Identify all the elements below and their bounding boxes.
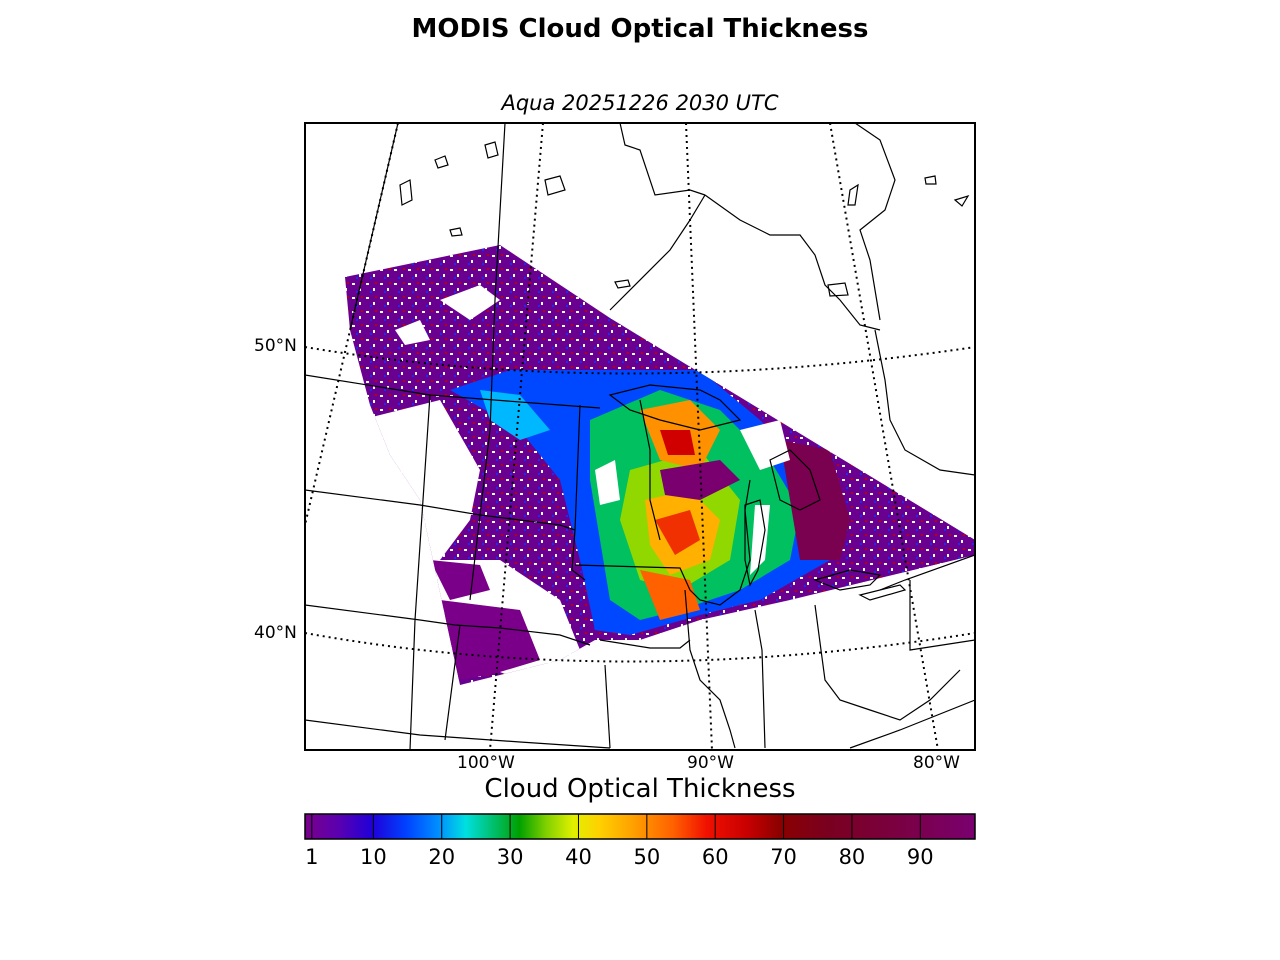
colorbar-gradient [304, 813, 976, 840]
lon-label-80w: 80°W [913, 753, 960, 773]
colorbar-tick-label: 60 [701, 845, 729, 869]
colorbar-tick-label: 10 [359, 845, 387, 869]
colorbar-tick-label: 40 [565, 845, 592, 869]
colorbar-tick-marks [311, 814, 921, 839]
map-linework [305, 123, 975, 750]
chart-subtitle: Aqua 20251226 2030 UTC [501, 91, 779, 115]
colorbar-tick-label: 80 [838, 845, 866, 869]
map-frame [304, 122, 976, 751]
colorbar [304, 813, 976, 840]
graticule [305, 123, 975, 750]
colorbar-tick-label: 1 [305, 845, 319, 869]
colorbar-tick-label: 50 [633, 845, 661, 869]
colorbar-tick-label: 20 [428, 845, 456, 869]
lon-label-90w: 90°W [687, 753, 734, 773]
colorbar-tick-label: 70 [770, 845, 797, 869]
colorbar-title: Cloud Optical Thickness [484, 774, 796, 804]
colorbar-tick-label: 30 [496, 845, 524, 869]
lat-label-40n: 40°N [254, 623, 297, 643]
lat-label-50n: 50°N [254, 336, 297, 356]
colorbar-tick-label: 90 [906, 845, 934, 869]
lon-label-100w: 100°W [457, 753, 515, 773]
chart-title: MODIS Cloud Optical Thickness [411, 14, 869, 44]
